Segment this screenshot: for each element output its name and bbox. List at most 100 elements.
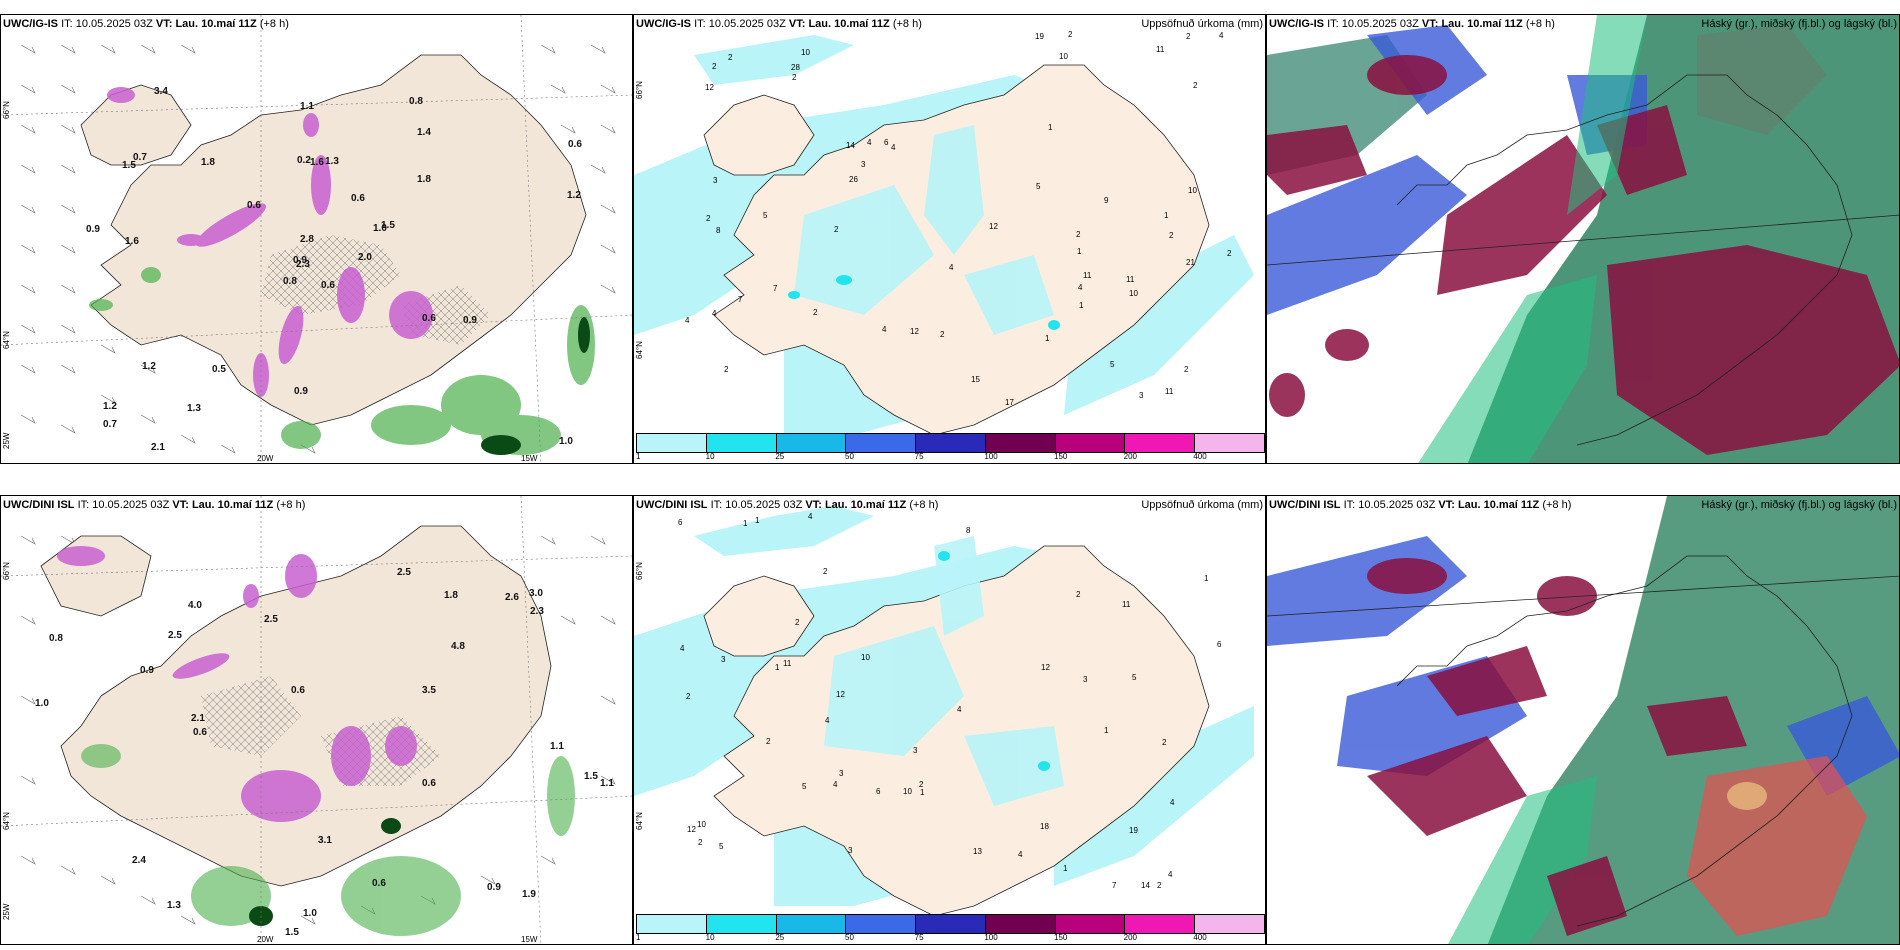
- panel-header: UWC/IG-IS IT: 10.05.2025 03Z VT: Lau. 10…: [3, 18, 289, 30]
- value-label: 0.6: [321, 280, 335, 291]
- value-label: 2: [728, 53, 733, 62]
- precip-values: 0.61.52.31.21.00.50.81.31.42.03.41.01.60…: [86, 86, 582, 453]
- value-label: 2: [1184, 365, 1189, 374]
- map-panel-dini-cloud: UWC/DINI ISL IT: 10.05.2025 03Z VT: Lau.…: [1266, 495, 1900, 945]
- value-label: 15: [971, 375, 980, 384]
- value-label: 2.8: [300, 234, 314, 245]
- map-dini-cloud: [1267, 496, 1899, 944]
- value-label: 1.2: [567, 190, 581, 201]
- value-label: 1.8: [201, 157, 215, 168]
- value-label: 12: [836, 690, 845, 699]
- panel-header: UWC/DINI ISL IT: 10.05.2025 03Z VT: Lau.…: [636, 499, 939, 511]
- map-panel-igis-cloud: UWC/IG-IS IT: 10.05.2025 03Z VT: Lau. 10…: [1266, 14, 1900, 464]
- value-label: 3.1: [318, 835, 332, 846]
- panel-header: UWC/DINI ISL IT: 10.05.2025 03Z VT: Lau.…: [1269, 499, 1572, 511]
- colorbar-swatch: [706, 915, 777, 933]
- value-label: 4: [825, 716, 830, 725]
- value-label: 4: [891, 143, 896, 152]
- colorbar-swatch: [1125, 915, 1196, 933]
- value-label: 8: [966, 526, 971, 535]
- value-label: 19: [1035, 32, 1044, 41]
- colorbar: [636, 914, 1265, 934]
- colorbar-swatch: [1125, 434, 1196, 452]
- value-label: 4.0: [188, 600, 202, 611]
- colorbar-tick-label: 200: [1123, 452, 1138, 461]
- colorbar-ticks: 1 10 25 50 75 100 150 200 400: [636, 933, 1263, 944]
- value-label: 26: [849, 175, 858, 184]
- colorbar-swatch: [776, 434, 847, 452]
- value-label: 5: [1132, 673, 1137, 682]
- value-label: 2: [712, 62, 717, 71]
- lat-label-64: 64°N: [2, 812, 11, 830]
- value-label: 1: [1077, 247, 1082, 256]
- value-label: 3: [861, 160, 866, 169]
- value-label: 0.6: [291, 685, 305, 696]
- iceland-land: [60, 525, 552, 887]
- value-label: 10: [801, 48, 810, 57]
- value-label: 7: [1112, 881, 1117, 890]
- value-label: 2: [1227, 249, 1232, 258]
- value-label: 1: [755, 516, 760, 525]
- value-label: 1.5: [122, 160, 136, 171]
- value-label: 4: [882, 325, 887, 334]
- value-label: 2: [919, 780, 924, 789]
- lat-label-66: 66°N: [2, 101, 11, 119]
- value-label: 11: [1122, 600, 1131, 609]
- value-label: 3.0: [529, 588, 543, 599]
- panel-header: UWC/IG-IS IT: 10.05.2025 03Z VT: Lau. 10…: [636, 18, 922, 30]
- colorbar: [636, 433, 1265, 453]
- value-label: 5: [719, 842, 724, 851]
- value-label: 2: [686, 692, 691, 701]
- value-label: 2.3: [296, 259, 310, 270]
- value-label: 2: [766, 737, 771, 746]
- value-label: 4: [1078, 283, 1083, 292]
- value-label: 3: [848, 846, 853, 855]
- value-label: 1: [1048, 123, 1053, 132]
- value-label: 13: [973, 847, 982, 856]
- value-label: 1.5: [584, 771, 598, 782]
- value-label: 6: [884, 138, 889, 147]
- value-label: 1: [1104, 726, 1109, 735]
- value-label: 12: [705, 83, 714, 92]
- value-label: 0.8: [283, 276, 297, 287]
- value-label: 10: [1059, 52, 1068, 61]
- value-label: 0.9: [463, 315, 477, 326]
- value-label: 0.9: [86, 224, 100, 235]
- value-label: 1.1: [550, 741, 564, 752]
- value-label: 4: [1018, 850, 1023, 859]
- lat-label-66: 66°N: [635, 562, 644, 580]
- value-label: 1.5: [381, 220, 395, 231]
- value-label: 4: [808, 512, 813, 521]
- colorbar-tick-label: 25: [775, 933, 785, 942]
- value-label: 4: [685, 316, 690, 325]
- map-igis-wind: 66°N 64°N 25W 20W 15W 0.6 1.5 2.3 1.2 1.0 0.5…: [1, 15, 632, 463]
- value-label: 10: [1129, 289, 1138, 298]
- value-label: 1: [920, 788, 925, 797]
- value-label: 5: [1036, 182, 1041, 191]
- value-label: 19: [1129, 826, 1138, 835]
- value-label: 14: [846, 141, 855, 150]
- precip-magenta: [107, 87, 433, 397]
- value-label: 2: [1169, 231, 1174, 240]
- panel-header: UWC/IG-IS IT: 10.05.2025 03Z VT: Lau. 10…: [1269, 18, 1555, 30]
- value-label: 2: [795, 618, 800, 627]
- value-label: 10: [903, 787, 912, 796]
- colorbar-tick-label: 150: [1054, 452, 1068, 461]
- lon-label-15w: 15W: [521, 454, 538, 463]
- colorbar-tick-label: 150: [1054, 933, 1068, 942]
- value-label: 3: [713, 176, 718, 185]
- value-label: 2.4: [132, 855, 146, 866]
- value-label: 4.8: [451, 641, 465, 652]
- value-label: 2: [823, 567, 828, 576]
- value-label: 1.0: [373, 223, 387, 234]
- value-label: 1: [775, 663, 780, 672]
- value-label: 0.6: [422, 313, 436, 324]
- value-label: 2: [1076, 590, 1081, 599]
- value-label: 8: [716, 226, 721, 235]
- value-label: 3: [839, 769, 844, 778]
- map-dini-wind: 66°N 64°N 25W 20W 15W 0.8 2.5 3.5 1.0 2.6 1.5…: [1, 496, 632, 944]
- value-label: 0.6: [247, 200, 261, 211]
- value-label: 4: [867, 138, 872, 147]
- value-label: 2: [1068, 30, 1073, 39]
